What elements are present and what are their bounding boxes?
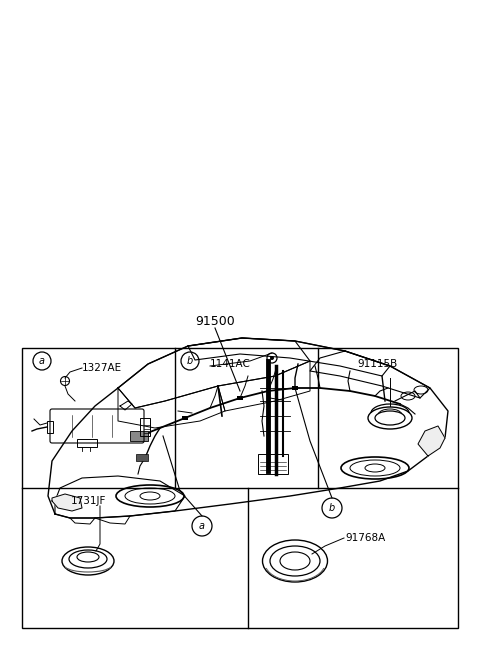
- Circle shape: [270, 356, 274, 360]
- Bar: [237, 396, 243, 400]
- Text: 91115B: 91115B: [358, 359, 398, 369]
- Bar: [258, 454, 288, 474]
- Text: 1141AC: 1141AC: [210, 359, 251, 369]
- Polygon shape: [418, 426, 445, 456]
- Bar: [140, 418, 150, 436]
- Bar: [292, 386, 298, 390]
- Text: b: b: [187, 356, 193, 366]
- Text: 91768A: 91768A: [345, 533, 385, 543]
- Text: 1327AE: 1327AE: [82, 363, 122, 373]
- Text: a: a: [39, 356, 45, 366]
- Text: 91500: 91500: [195, 315, 235, 328]
- Bar: [47, 421, 53, 433]
- Text: 1731JF: 1731JF: [70, 496, 106, 506]
- Bar: [77, 439, 97, 447]
- Bar: [130, 431, 148, 441]
- Polygon shape: [52, 494, 82, 511]
- Text: b: b: [329, 503, 335, 513]
- Bar: [22, 348, 458, 628]
- Bar: [136, 454, 148, 461]
- Text: a: a: [199, 521, 205, 531]
- Bar: [182, 416, 188, 420]
